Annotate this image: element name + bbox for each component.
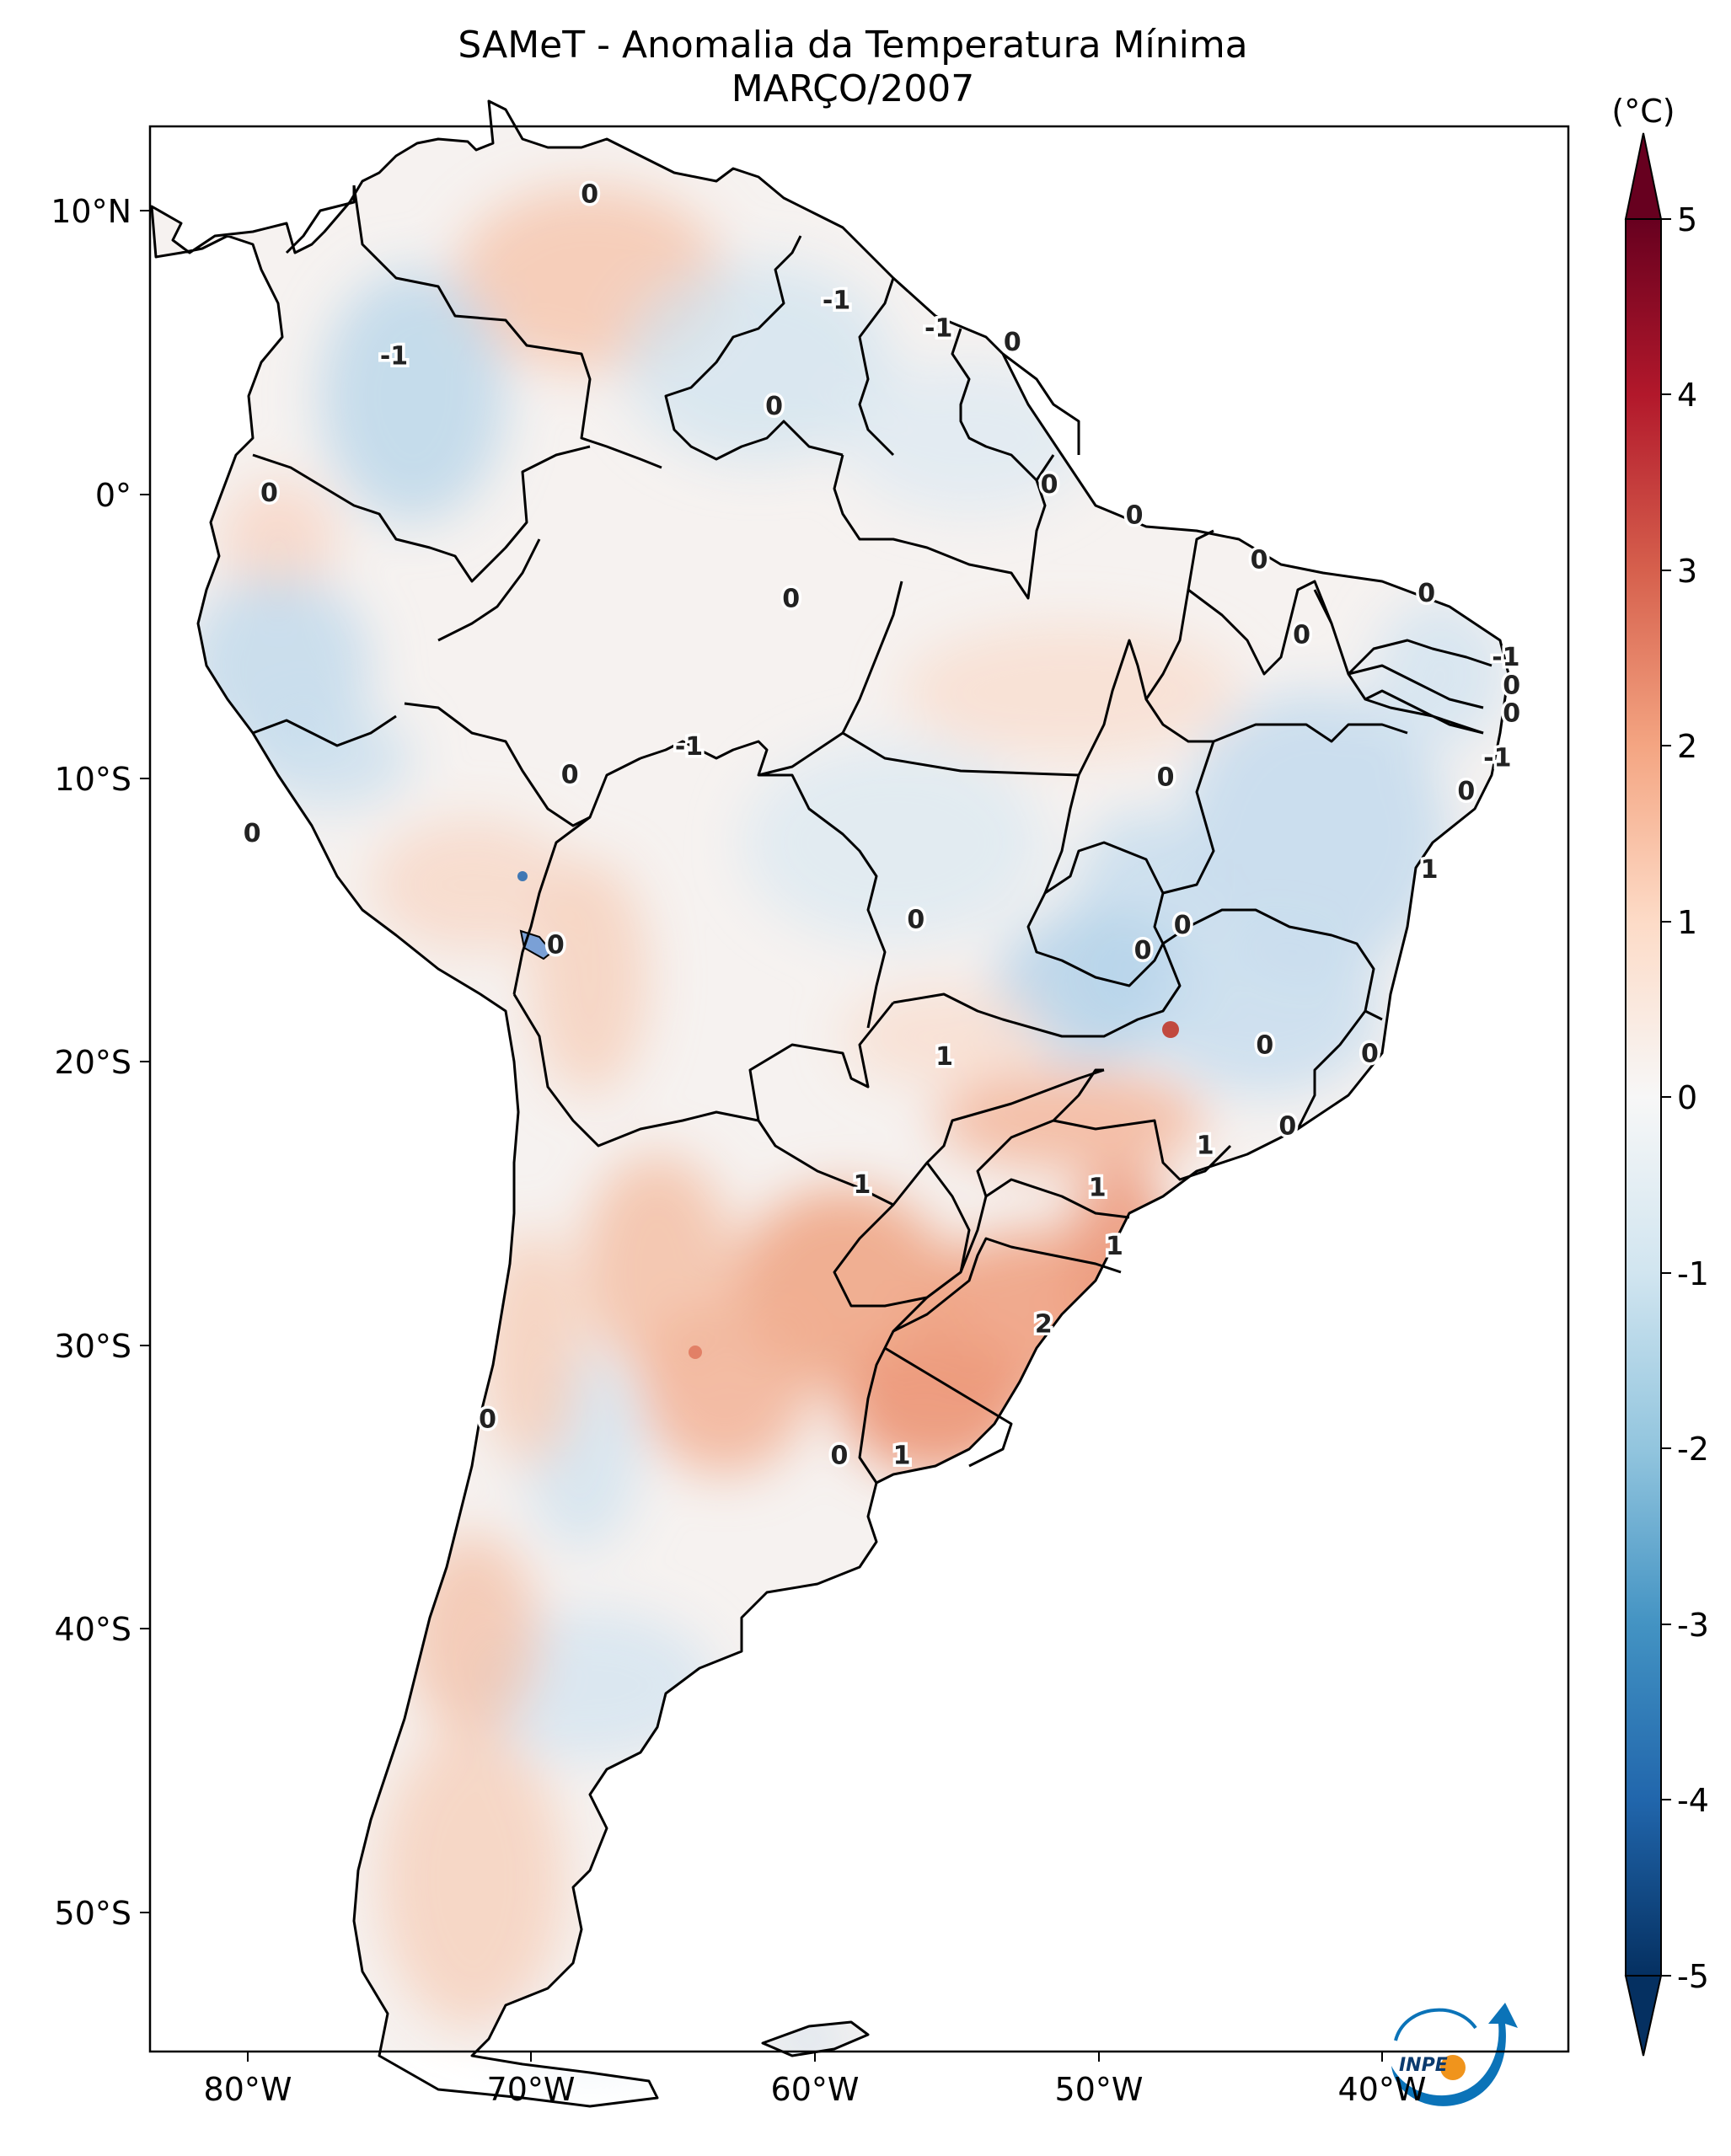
y-tick-20s: 20°S bbox=[55, 1044, 131, 1081]
contour-label: 0 bbox=[1041, 470, 1058, 500]
contour-label: -1 bbox=[675, 732, 703, 762]
contour-label: -1 bbox=[924, 313, 952, 343]
colorbar-tick-5: 5 bbox=[1677, 201, 1697, 238]
contour-label: 0 bbox=[1157, 763, 1175, 793]
contour-label: 0 bbox=[547, 930, 565, 960]
y-tick-0: 0° bbox=[95, 477, 131, 514]
colorbar-tick-neg1: -1 bbox=[1677, 1255, 1709, 1292]
contour-label: 0 bbox=[1126, 500, 1144, 530]
x-axis: 80°W 70°W 60°W 50°W 40°W bbox=[204, 2052, 1427, 2108]
contour-label: 0 bbox=[1278, 1112, 1296, 1142]
colorbar-tick-0: 0 bbox=[1677, 1079, 1697, 1116]
contour-label: 2 bbox=[1035, 1310, 1053, 1340]
colorbar-tick-neg4: -4 bbox=[1677, 1782, 1709, 1819]
contour-label: 0 bbox=[1361, 1039, 1379, 1068]
contour-label: 0 bbox=[244, 819, 261, 848]
inpe-logo: INPE bbox=[1391, 2003, 1518, 2106]
colorbar-tick-2: 2 bbox=[1677, 728, 1697, 765]
y-tick-10n: 10°N bbox=[51, 193, 131, 230]
inpe-logo-swoosh bbox=[1391, 2003, 1518, 2106]
chart-title: SAMeT - Anomalia da Temperatura Mínima bbox=[458, 24, 1247, 67]
y-axis: 10°N 0° 10°S 20°S 30°S 40°S 50°S bbox=[51, 193, 150, 1932]
x-tick-50w: 50°W bbox=[1055, 2071, 1144, 2108]
contour-label: 1 bbox=[1089, 1173, 1107, 1202]
contour-label: 0 bbox=[561, 760, 579, 789]
inpe-logo-text: INPE bbox=[1399, 2055, 1448, 2076]
contour-label: 0 bbox=[907, 906, 924, 935]
inpe-logo-sun bbox=[1440, 2055, 1466, 2080]
contour-label: 0 bbox=[1293, 621, 1310, 650]
contour-label: 1 bbox=[893, 1441, 911, 1470]
y-tick-40s: 40°S bbox=[55, 1611, 131, 1648]
contour-label: -1 bbox=[1492, 643, 1519, 672]
colorbar-tick-4: 4 bbox=[1677, 377, 1697, 414]
colorbar-body bbox=[1625, 218, 1662, 1977]
contour-label: 0 bbox=[1256, 1031, 1273, 1061]
x-tick-60w: 60°W bbox=[771, 2071, 860, 2108]
contour-label: -1 bbox=[1483, 743, 1511, 773]
x-tick-40w: 40°W bbox=[1338, 2071, 1427, 2108]
y-tick-30s: 30°S bbox=[55, 1328, 131, 1365]
colorbar-tick-neg3: -3 bbox=[1677, 1607, 1709, 1644]
contour-label: 0 bbox=[1174, 911, 1192, 940]
contour-label: 0 bbox=[830, 1441, 848, 1470]
contour-label: 0 bbox=[1457, 777, 1475, 806]
contour-label: 1 bbox=[935, 1042, 953, 1072]
colorbar-tick-1: 1 bbox=[1677, 904, 1697, 941]
contour-label: 1 bbox=[1197, 1131, 1214, 1161]
x-tick-70w: 70°W bbox=[487, 2071, 576, 2108]
y-tick-50s: 50°S bbox=[55, 1895, 131, 1932]
y-tick-10s: 10°S bbox=[55, 761, 131, 798]
colorbar-unit: (°C) bbox=[1611, 93, 1675, 130]
contour-label: 1 bbox=[853, 1170, 871, 1200]
contour-label: 0 bbox=[1004, 328, 1021, 357]
colorbar-max-extend bbox=[1624, 132, 1663, 220]
borders bbox=[150, 99, 1510, 2108]
colorbar-ticks bbox=[1661, 218, 1671, 1977]
contour-label: 0 bbox=[1503, 671, 1520, 700]
contour-label: 0 bbox=[782, 585, 800, 614]
map-frame bbox=[148, 125, 1570, 2053]
contour-label: 0 bbox=[581, 180, 598, 210]
chart-subtitle: MARÇO/2007 bbox=[732, 67, 975, 110]
contour-label: 0 bbox=[479, 1404, 496, 1434]
inpe-logo-ring bbox=[1394, 2008, 1477, 2041]
contour-label: 1 bbox=[1106, 1232, 1123, 1261]
contour-label: -1 bbox=[380, 342, 408, 372]
x-tick-80w: 80°W bbox=[204, 2071, 292, 2108]
contour-label: 0 bbox=[765, 392, 783, 421]
contour-label: 1 bbox=[1421, 855, 1439, 885]
contour-label: 0 bbox=[260, 479, 278, 508]
contour-label: 0 bbox=[1417, 579, 1435, 608]
colorbar-tick-neg2: -2 bbox=[1677, 1431, 1709, 1468]
contour-label: 0 bbox=[1134, 936, 1152, 966]
colorbar-min-extend bbox=[1624, 1975, 1663, 2057]
contour-label: -1 bbox=[823, 286, 850, 315]
colorbar-tick-3: 3 bbox=[1677, 553, 1697, 590]
contour-label: 0 bbox=[1503, 698, 1520, 728]
colorbar-tick-neg5: -5 bbox=[1677, 1958, 1709, 1995]
colorbar: (°C) 5 4 3 2 1 0 -1 -2 -3 -4 -5 bbox=[1611, 93, 1709, 2057]
contour-label: 0 bbox=[1251, 545, 1268, 575]
